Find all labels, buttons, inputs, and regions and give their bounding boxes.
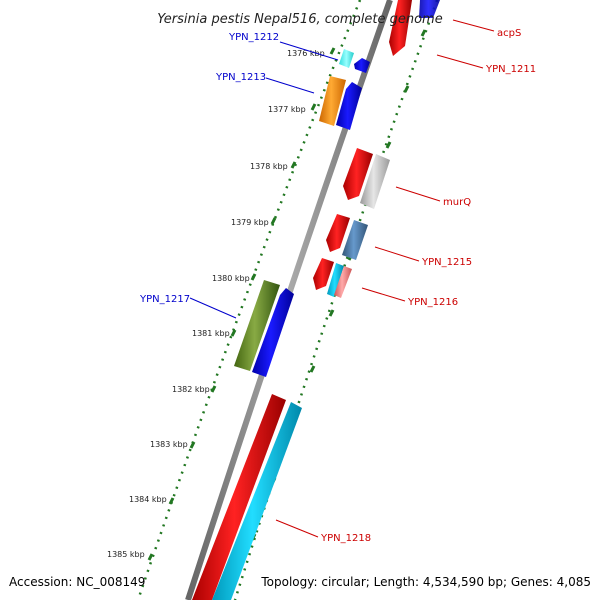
gene-ypn-1218[interactable] — [192, 394, 286, 600]
leader-line — [361, 287, 406, 302]
label-ypn-1211[interactable]: YPN_1211 — [485, 64, 536, 75]
outer-ruler-track — [136, 0, 362, 600]
leader-line — [265, 77, 315, 94]
gene-ypn-1215b[interactable] — [342, 220, 368, 260]
leader-line — [452, 19, 495, 32]
leader-line — [395, 186, 441, 202]
forward-gene-labels: YPN_1212 YPN_1213 YPN_1217 — [139, 32, 339, 319]
label-ypn-1216[interactable]: YPN_1216 — [407, 297, 458, 308]
gene-ypn-1212b[interactable] — [354, 58, 370, 73]
gene-ypn-1216c[interactable] — [334, 266, 352, 298]
gene-murq[interactable] — [343, 148, 373, 200]
leader-line — [279, 41, 339, 61]
scale-labels: 1376 kbp 1377 kbp 1378 kbp 1379 kbp 1380… — [107, 49, 325, 559]
gene-ypn-1213b[interactable] — [336, 82, 362, 130]
reverse-gene-labels: acpS YPN_1211 murQ YPN_1215 YPN_1216 YPN… — [275, 19, 536, 544]
gene-ypn-1211[interactable] — [389, 0, 412, 56]
tick-label: 1376 kbp — [287, 49, 325, 58]
label-acps[interactable]: acpS — [497, 28, 521, 39]
tick-label: 1378 kbp — [250, 162, 288, 171]
gene-ypn-1217b[interactable] — [252, 288, 294, 377]
label-ypn-1213[interactable]: YPN_1213 — [215, 72, 266, 83]
gene-ypn-1216b[interactable] — [327, 263, 344, 297]
map-title: Yersinia pestis Nepal516, complete genom… — [157, 12, 442, 27]
label-ypn-1218[interactable]: YPN_1218 — [320, 533, 371, 544]
gene-ypn-1215[interactable] — [326, 214, 350, 252]
gene-murq-b[interactable] — [360, 154, 390, 209]
gene-ypn-1213[interactable] — [319, 76, 346, 126]
leader-line — [436, 54, 484, 69]
leader-line — [275, 519, 319, 538]
tick-label: 1377 kbp — [268, 105, 306, 114]
gene-ypn-1216[interactable] — [313, 258, 334, 290]
accession-text: Accession: NC_008149 — [9, 575, 145, 589]
label-ypn-1217[interactable]: YPN_1217 — [139, 294, 190, 305]
gene-ypn-1218b[interactable] — [212, 402, 302, 600]
leader-line — [189, 297, 237, 319]
gene-acps[interactable] — [419, 0, 440, 18]
outer-ruler-ticks — [147, 47, 336, 561]
leader-line — [374, 246, 420, 262]
tick-label: 1383 kbp — [150, 440, 188, 449]
tick-label: 1384 kbp — [129, 495, 167, 504]
tick-label: 1385 kbp — [107, 550, 145, 559]
tick-label: 1380 kbp — [212, 274, 250, 283]
forward-strand-genes — [234, 49, 370, 377]
tick-label: 1379 kbp — [231, 218, 269, 227]
label-ypn-1212[interactable]: YPN_1212 — [228, 32, 279, 43]
tick-label: 1382 kbp — [172, 385, 210, 394]
label-ypn-1215[interactable]: YPN_1215 — [421, 257, 472, 268]
reverse-strand-genes — [192, 0, 440, 600]
label-murq[interactable]: murQ — [443, 197, 471, 208]
topology-text: Topology: circular; Length: 4,534,590 bp… — [260, 575, 591, 589]
tick-label: 1381 kbp — [192, 329, 230, 338]
gene-ypn-1217[interactable] — [234, 280, 280, 371]
gene-ypn-1212[interactable] — [339, 49, 354, 68]
